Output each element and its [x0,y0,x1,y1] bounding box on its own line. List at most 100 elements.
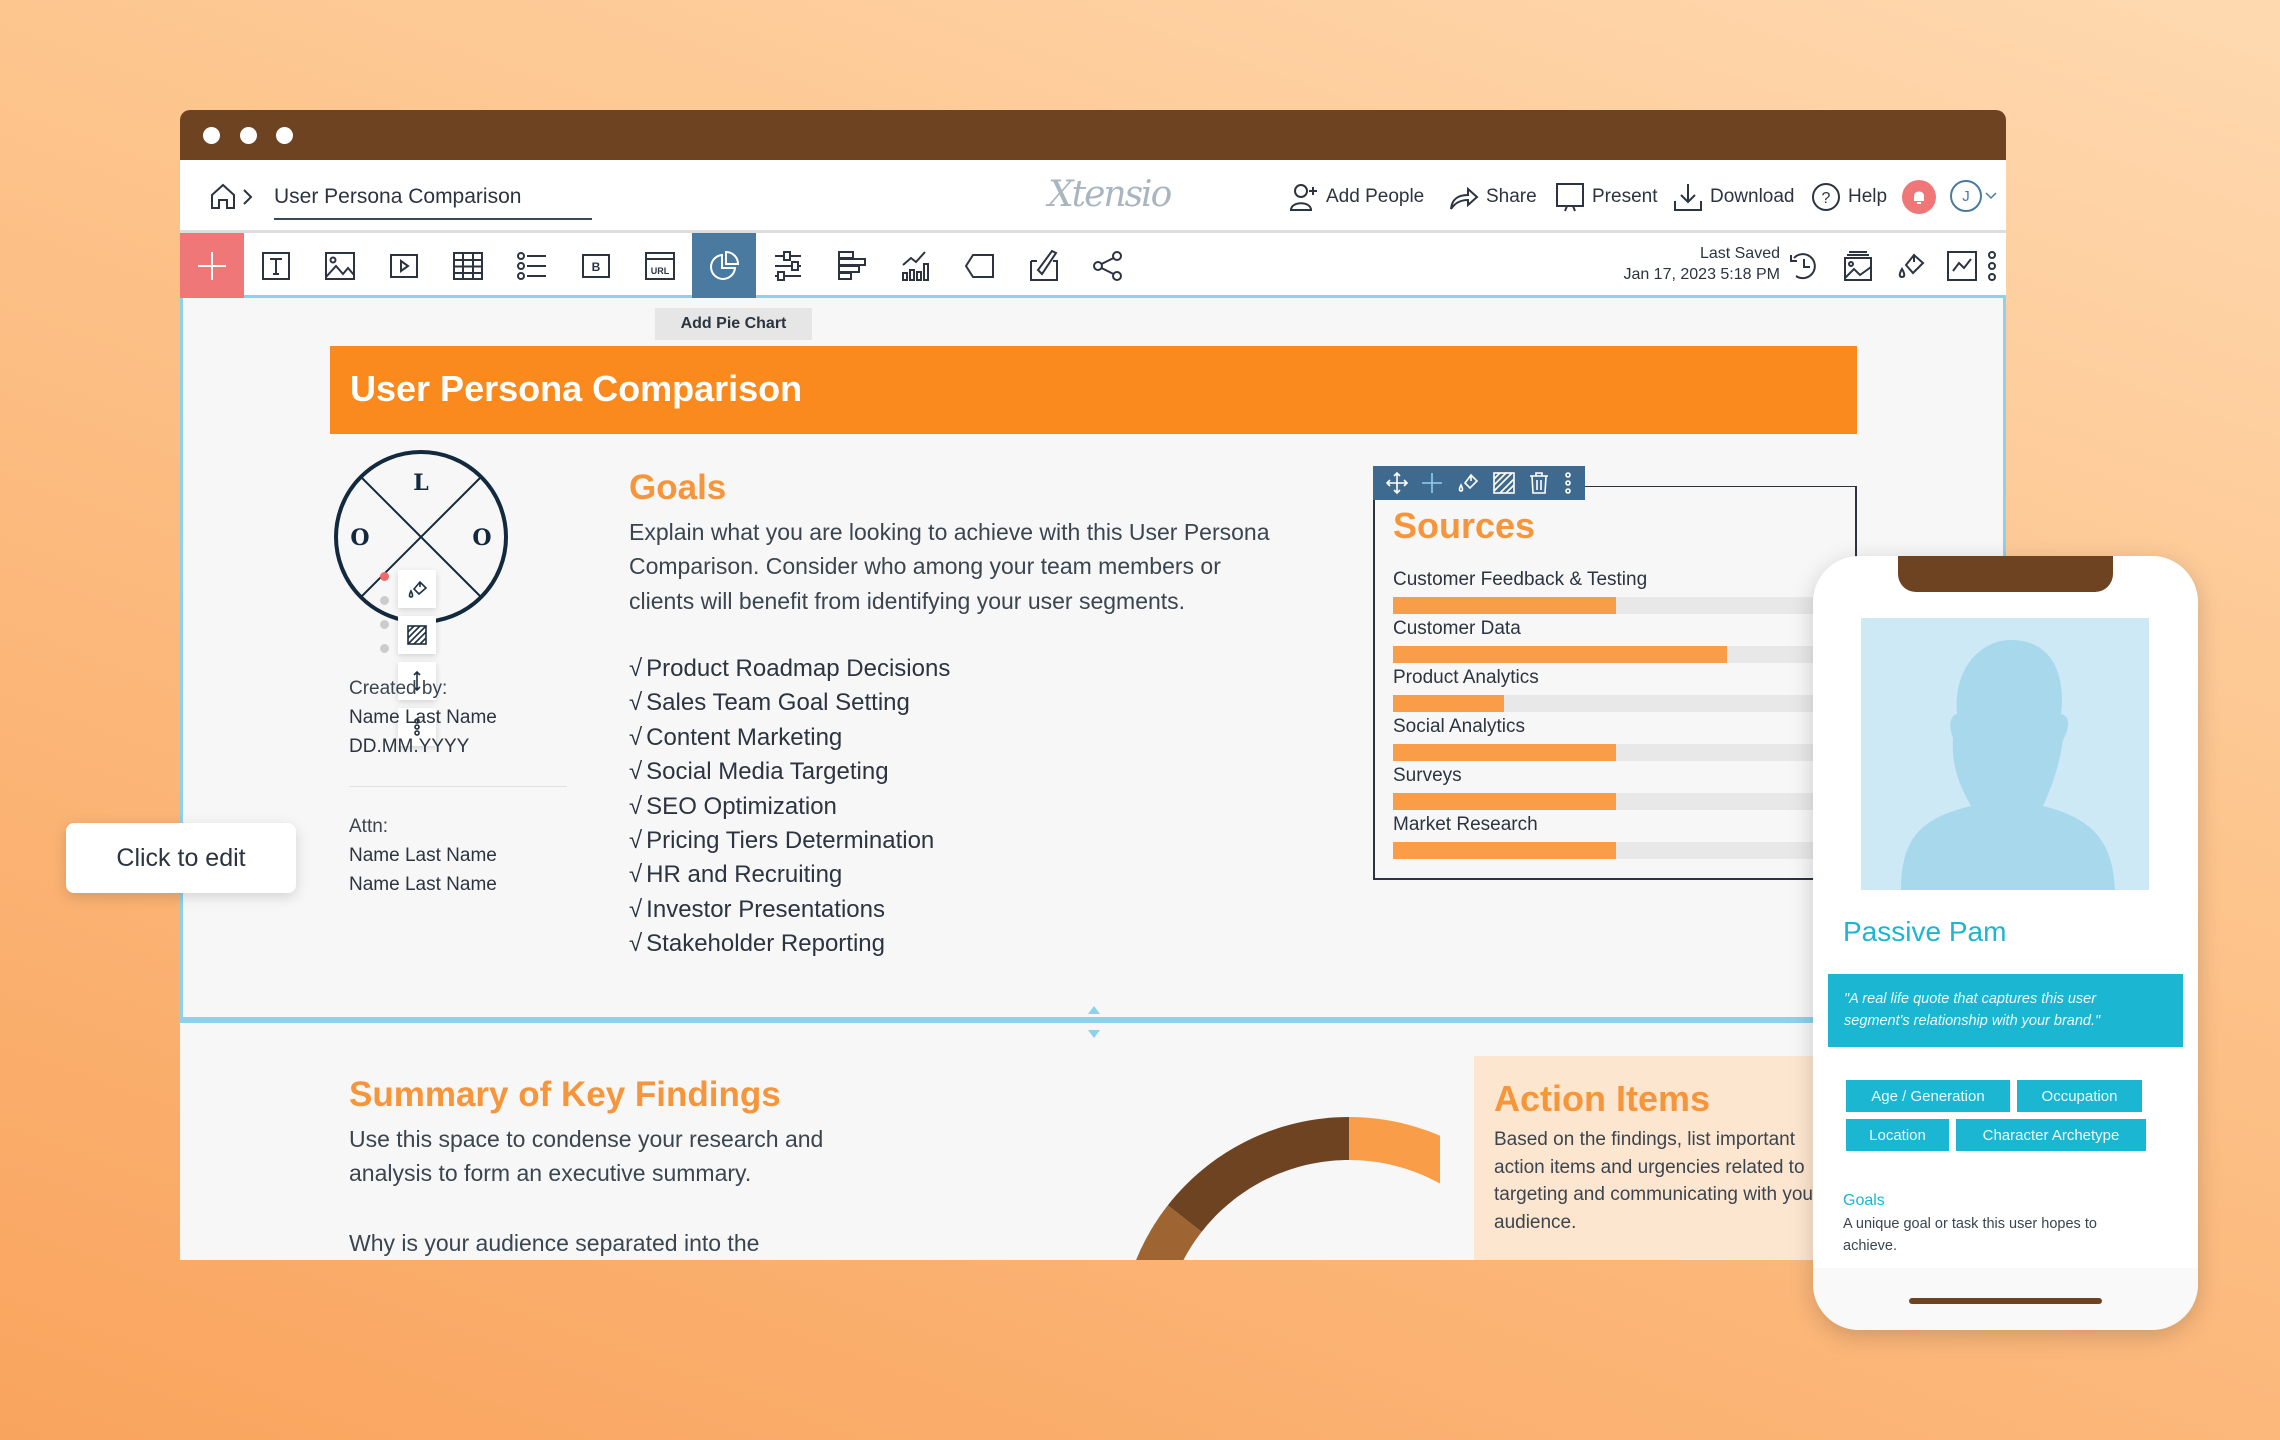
text-line: analysis to form an executive summary. [349,1160,752,1187]
summary-heading[interactable]: Summary of Key Findings [349,1075,781,1114]
checklist-label: SEO Optimization [646,792,837,820]
present-button[interactable]: Present [1554,160,1657,233]
tool-url[interactable]: URL [628,233,692,298]
source-item: Customer Data [1393,614,1838,663]
tool-bar-chart[interactable] [820,233,884,298]
check-icon: √ [629,792,643,820]
text-line: Explain what you are looking to achieve … [629,519,1270,545]
section-more-button[interactable] [398,708,436,746]
more-options-button[interactable] [1980,233,2004,298]
goals-description[interactable]: Explain what you are looking to achieve … [629,515,1270,618]
attn-block[interactable]: Attn: Name Last Name Name Last Name [349,812,497,899]
tool-share-network[interactable] [1076,233,1140,298]
tool-sliders[interactable] [756,233,820,298]
window-dot[interactable] [276,127,293,144]
section-resize-button[interactable] [398,662,436,700]
source-label: Customer Data [1393,618,1521,639]
goals-heading[interactable]: Goals [629,468,727,507]
tool-button[interactable]: B [564,233,628,298]
section-resize-handle[interactable] [1086,1004,1102,1040]
check-icon: √ [629,758,643,786]
persona-name[interactable]: Passive Pam [1843,916,2007,947]
persona-tag[interactable]: Character Archetype [1956,1119,2146,1151]
share-button[interactable]: Share [1448,160,1537,233]
created-by-block[interactable]: Created by: Name Last Name DD.MM.YYYY [349,674,497,761]
logo-letter: O [350,525,369,551]
section-dot[interactable] [380,620,389,629]
tag-icon [964,253,994,278]
hatch-pattern-icon[interactable] [1492,471,1516,495]
tool-image[interactable] [308,233,372,298]
help-button[interactable]: ? Help [1810,160,1887,233]
tool-tag[interactable] [948,233,1012,298]
sources-widget[interactable]: Sources Customer Feedback & Testing Custo… [1373,486,1857,880]
trash-icon[interactable] [1527,471,1551,495]
persona-quote[interactable]: "A real life quote that captures this us… [1828,974,2183,1047]
add-icon[interactable] [1420,471,1444,495]
donut-segment-orange[interactable] [1349,1117,1440,1260]
text-line: targeting and communicating with your [1494,1184,1820,1205]
text-line: action items and urgencies related to [1494,1156,1805,1178]
download-button[interactable]: Download [1672,160,1795,233]
action-items-text: Based on the findings, list important ac… [1494,1126,1994,1236]
checklist-label: Sales Team Goal Setting [646,689,910,717]
move-icon[interactable] [1385,471,1409,495]
background-image-button[interactable] [1826,233,1890,298]
tool-line-chart[interactable] [884,233,948,298]
section-dot[interactable] [380,596,389,605]
section-pattern-button[interactable] [398,616,436,654]
home-icon[interactable] [210,182,236,210]
source-label: Customer Feedback & Testing [1393,569,1648,590]
window-dot[interactable] [240,127,257,144]
phone-notch [1898,556,2113,592]
document-title-banner[interactable]: User Persona Comparison [330,346,1857,434]
summary-text[interactable]: Use this space to condense your research… [349,1122,823,1260]
download-icon [1674,183,1702,211]
donut-segment-brown[interactable] [1167,1117,1349,1232]
checklist-label: Stakeholder Reporting [646,930,885,958]
source-bar-fill [1393,744,1616,761]
donut-segment-light-brown[interactable] [1136,1205,1202,1260]
checklist-item: √ Product Roadmap Decisions [629,652,950,686]
persona-tag[interactable]: Location [1846,1119,1949,1151]
chevron-down-icon[interactable] [1985,192,1997,200]
section-dot[interactable] [380,644,389,653]
widget-toolbar: B URL Last Saved Jan 17, 2023 5:18 PM [180,233,2006,298]
version-history-button[interactable] [1772,233,1836,298]
donut-chart[interactable] [880,1050,1440,1260]
line-chart-icon [902,250,929,281]
vertical-dots-icon[interactable] [1563,471,1573,495]
persona-tag[interactable]: Age / Generation [1846,1080,2010,1112]
persona-photo[interactable] [1861,618,2149,890]
source-item: Product Analytics [1393,663,1838,712]
persona-goals-text: A unique goal or task this user hopes to… [1843,1214,2097,1257]
tool-text[interactable] [244,233,308,298]
tool-checkbox[interactable] [1012,233,1076,298]
xtensio-logo[interactable]: Xtensio [1048,174,1172,215]
tool-list[interactable] [500,233,564,298]
section-fill-button[interactable] [398,570,436,608]
add-people-button[interactable]: Add People [1288,160,1424,233]
source-item: Surveys [1393,761,1838,810]
hatch-pattern-icon [407,625,427,645]
avatar[interactable]: J [1950,180,1982,212]
analytics-button[interactable] [1930,233,1994,298]
notifications-button[interactable] [1902,180,1936,214]
paint-bucket-icon[interactable] [1456,471,1480,495]
persona-tag[interactable]: Occupation [2017,1080,2142,1112]
add-widget-button[interactable] [180,233,244,298]
source-label: Social Analytics [1393,716,1526,737]
tool-pie-chart[interactable] [692,233,756,298]
click-to-edit-button[interactable]: Click to edit [66,823,296,893]
tool-video[interactable] [372,233,436,298]
logo-letter: L [413,470,428,496]
logo-letter: O [472,525,491,551]
section-side-tools [398,570,436,746]
document-title-input[interactable]: User Persona Comparison [274,180,592,220]
tool-table[interactable] [436,233,500,298]
fill-color-button[interactable] [1878,233,1942,298]
text-line: "A real life quote that captures this us… [1844,991,2097,1007]
section-dot-active[interactable] [380,572,389,581]
window-dot[interactable] [203,127,220,144]
goals-checklist[interactable]: √ Product Roadmap Decisions √ Sales Team Go… [629,652,950,962]
